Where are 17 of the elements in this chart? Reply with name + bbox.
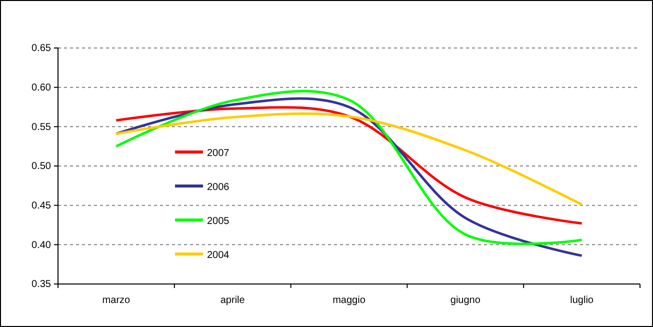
y-tick-label: 0.45 (32, 200, 52, 212)
legend-label: 2005 (207, 216, 230, 227)
x-tick-label: luglio (570, 295, 594, 306)
y-tick-label: 0.65 (32, 43, 52, 54)
line-series (114, 106, 584, 225)
x-tick-label: marzo (102, 295, 131, 306)
legend-label: 2004 (207, 250, 230, 261)
y-tick-label: 0.60 (32, 82, 52, 94)
legend-label: 2007 (207, 148, 230, 159)
x-tick-label: aprile (220, 295, 246, 306)
x-tick-label: maggio (332, 295, 366, 306)
legend-label: 2006 (207, 182, 230, 193)
y-tick-label: 0.40 (32, 240, 52, 251)
y-tick-label: 0.35 (32, 279, 52, 290)
y-tick-label: 0.50 (32, 161, 52, 172)
y-tick-label: 0.55 (32, 122, 52, 133)
x-tick-label: giugno (450, 295, 481, 306)
